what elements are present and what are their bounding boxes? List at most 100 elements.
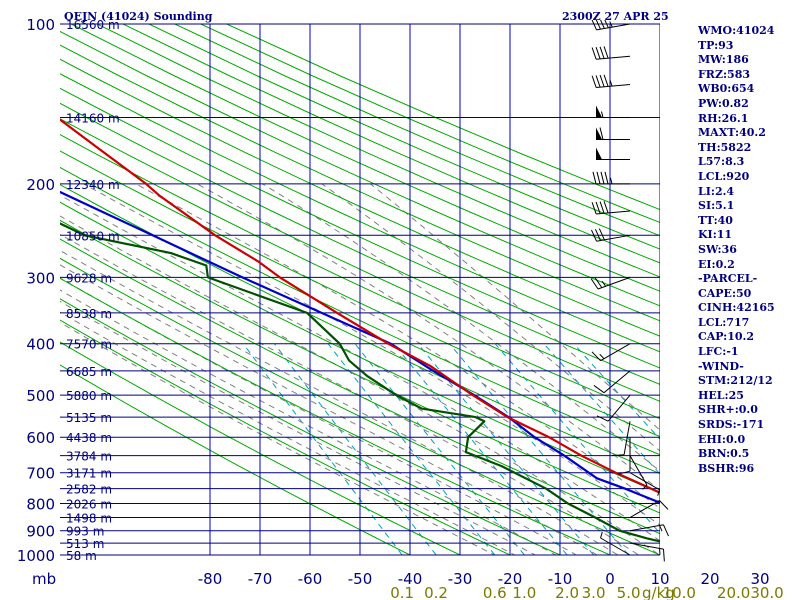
- mixing-ratio-line: [274, 343, 437, 555]
- height-label: 3171 m: [66, 467, 112, 481]
- moist-adiabat: [60, 233, 640, 555]
- index-item: WMO:41024: [698, 24, 775, 37]
- wind-barb: [591, 20, 631, 31]
- dry-adiabat: [60, 44, 660, 322]
- index-item: KI:11: [698, 228, 733, 242]
- parcel-trace: [60, 190, 660, 504]
- mixing-ratio-tick-label: 5.0: [617, 584, 641, 600]
- pressure-tick-label: 700: [26, 465, 55, 483]
- index-item: WB0:654: [698, 82, 755, 96]
- dry-adiabat: [60, 102, 660, 385]
- temperature-tick-label: 10: [650, 570, 669, 588]
- temperature-tick-label: -80: [198, 570, 223, 588]
- wind-barb: [592, 171, 630, 185]
- dry-adiabat: [60, 298, 562, 555]
- moist-adiabat: [60, 249, 619, 555]
- temperature-tick-label: -60: [298, 570, 323, 588]
- index-item: LCL:920: [698, 169, 750, 183]
- dewpoint-trace: [60, 222, 660, 543]
- temperature-tick-label: -10: [548, 570, 573, 588]
- height-label: 16560 m: [66, 18, 120, 32]
- height-label: 14160 m: [66, 112, 120, 126]
- mixing-ratio-tick-label: 1.0: [512, 584, 536, 600]
- height-label: 513 m: [66, 537, 104, 551]
- dry-adiabat: [60, 73, 660, 353]
- height-label: 3784 m: [66, 450, 112, 464]
- index-item: -PARCEL-: [698, 272, 758, 286]
- dry-adiabat: [60, 87, 660, 369]
- dry-adiabat: [60, 341, 462, 555]
- index-item: LCL:717: [698, 315, 750, 329]
- wind-barb: [596, 394, 631, 422]
- temperature-tick-label: -20: [498, 570, 523, 588]
- mixing-ratio-line: [393, 343, 568, 555]
- wind-barb: [591, 228, 631, 242]
- wind-barb: [591, 74, 631, 88]
- index-item: TP:93: [698, 38, 734, 52]
- wind-barb: [590, 276, 631, 290]
- wind-barb: [591, 46, 631, 60]
- index-item: SW:36: [698, 242, 737, 256]
- moist-adiabat: [135, 183, 660, 509]
- height-label: 993 m: [66, 525, 104, 539]
- pressure-tick-label: 500: [26, 387, 55, 405]
- wind-barb: [629, 542, 665, 562]
- wind-barb: [629, 455, 648, 490]
- moist-adiabat: [60, 194, 660, 542]
- index-item: TH:5822: [698, 140, 752, 154]
- dry-adiabat: [60, 166, 660, 456]
- index-item: STM:212/12: [698, 374, 773, 388]
- index-item: TT:40: [698, 213, 733, 227]
- dry-adiabat: [60, 238, 660, 535]
- moist-adiabat: [60, 277, 578, 555]
- height-label: 4438 m: [66, 431, 112, 445]
- mixing-ratio-tick-label: 0.6: [483, 584, 507, 600]
- wind-barb: [596, 147, 630, 161]
- index-item: SI:5.1: [698, 199, 735, 213]
- height-label: 9628 m: [66, 271, 112, 285]
- index-item: LFC:-1: [698, 345, 739, 359]
- mixing-ratio-line: [327, 343, 496, 555]
- height-label: 6685 m: [66, 365, 112, 379]
- index-item: RH:26.1: [698, 111, 749, 125]
- height-label: 2582 m: [66, 483, 112, 497]
- dry-adiabat: [148, 24, 660, 250]
- moist-adiabat: [83, 183, 660, 526]
- wind-barb: [617, 437, 631, 475]
- indices-panel: WMO:41024 TP:93 MW:186 FRZ:583 WB0:654 PW:0.8…: [698, 24, 798, 476]
- dry-adiabat: [60, 118, 660, 402]
- dry-adiabat: [60, 364, 412, 555]
- wind-barb: [629, 472, 660, 496]
- wind-barb: [596, 105, 630, 119]
- pressure-tick-label: 200: [26, 176, 55, 194]
- height-label: 5880 m: [66, 389, 112, 403]
- index-item: MW:186: [698, 53, 749, 67]
- index-item: SHR+:0.0: [698, 403, 758, 417]
- index-item: L57:8.3: [698, 155, 745, 169]
- dry-adiabat: [60, 30, 660, 307]
- height-label: 58 m: [66, 549, 97, 563]
- dry-adiabat: [60, 134, 660, 420]
- pressure-axis-label: mb: [32, 570, 56, 588]
- pressure-tick-label: 900: [26, 523, 55, 541]
- index-item: HEL:25: [698, 388, 744, 402]
- height-label: 5135 m: [66, 411, 112, 425]
- chart-title: OEJN (41024) Sounding: [64, 10, 213, 23]
- dry-adiabat: [60, 150, 660, 438]
- pressure-tick-label: 600: [26, 429, 55, 447]
- mixing-ratio-tick-label: 30.0: [750, 584, 783, 600]
- mixing-ratio-unit: g/kg: [642, 584, 675, 600]
- dry-adiabat: [60, 58, 660, 337]
- index-item: CINH:42165: [698, 301, 775, 315]
- index-item: EI:0.2: [698, 257, 735, 271]
- wind-barb: [629, 500, 669, 518]
- pressure-tick-label: 300: [26, 269, 55, 287]
- index-item: LI:2.4: [698, 184, 735, 198]
- wind-barb: [600, 531, 631, 556]
- dry-adiabat: [96, 24, 660, 278]
- moist-adiabat: [60, 289, 557, 555]
- wind-barb: [591, 201, 631, 215]
- index-item: CAPE:50: [698, 286, 752, 300]
- pressure-tick-label: 100: [26, 16, 55, 34]
- index-item: PW:0.82: [698, 96, 749, 110]
